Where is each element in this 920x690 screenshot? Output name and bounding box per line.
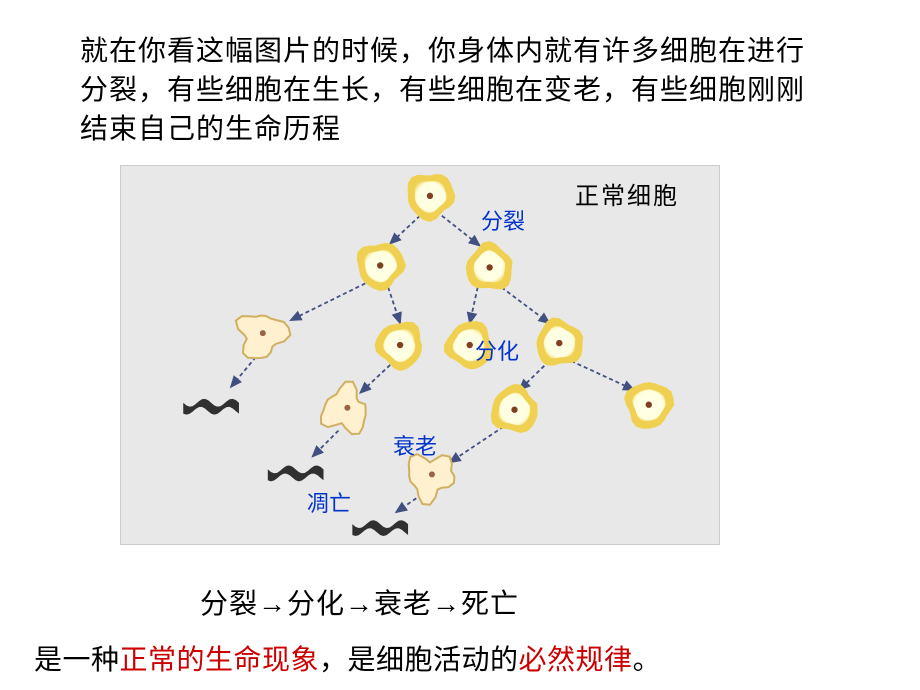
conclusion-hl2: 必然规律 [519,645,633,676]
intro-text: 就在你看这幅图片的时候，你身体内就有许多细胞在进行分裂，有些细胞在生长，有些细胞… [80,32,820,150]
conclusion-post: 。 [633,645,662,676]
label-aging: 衰老 [393,429,437,461]
label-differentiation: 分化 [475,334,519,366]
sequence-line: 分裂→分化→衰老→死亡 [200,582,519,622]
conclusion-hl1: 正常的生命现象 [120,645,320,676]
diagram-svg [121,166,719,544]
diagram-caption: 正常细胞 [575,176,679,211]
cell-cycle-diagram: 正常细胞 分裂 分化 衰老 凋亡 [120,165,720,545]
conclusion-mid: ，是细胞活动的 [319,645,519,676]
label-apoptosis: 凋亡 [307,486,351,518]
conclusion-line: 是一种正常的生命现象，是细胞活动的必然规律。 [34,638,661,678]
conclusion-pre: 是一种 [34,645,120,676]
label-division: 分裂 [481,204,525,236]
